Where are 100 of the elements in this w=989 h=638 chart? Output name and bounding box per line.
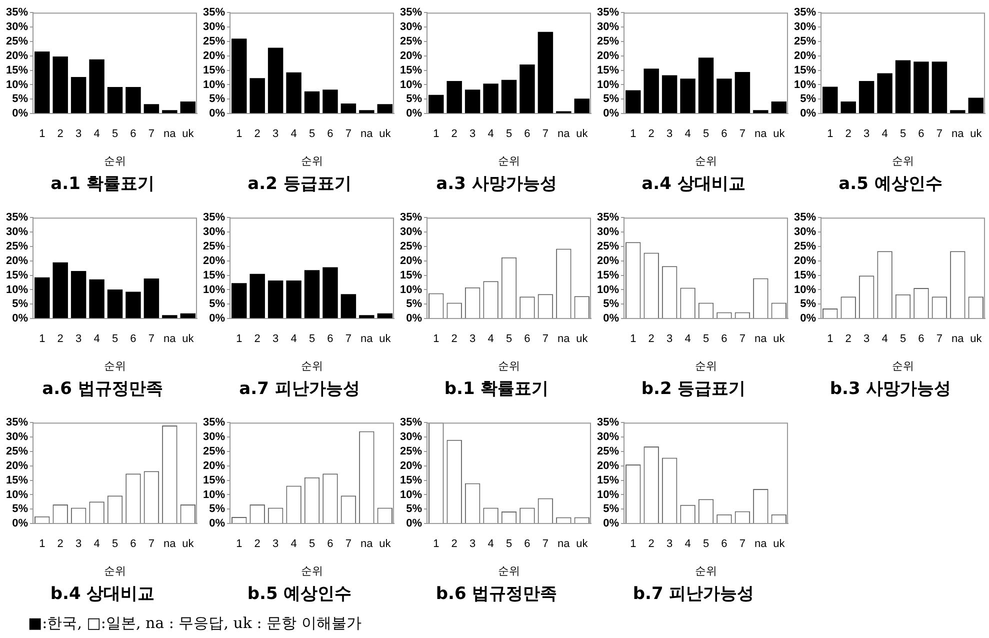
- y-tick-label: 20%: [794, 254, 816, 267]
- y-tick-label: 5%: [12, 93, 28, 106]
- x-tick-label: 3: [666, 538, 673, 550]
- x-axis-title: 순위: [498, 155, 520, 168]
- x-tick-label: 6: [721, 333, 728, 346]
- x-tick-label: 3: [470, 333, 476, 346]
- x-tick-label: 5: [506, 333, 512, 346]
- x-tick-label: 6: [721, 128, 728, 140]
- x-tick-label: 3: [272, 128, 279, 140]
- x-tick-label: na: [754, 128, 768, 140]
- x-tick-label: uk: [182, 333, 194, 346]
- x-tick-label: uk: [970, 128, 982, 140]
- y-tick-label: 25%: [202, 445, 226, 458]
- x-tick-label: 3: [272, 333, 279, 346]
- y-tick-label: 35%: [794, 6, 816, 19]
- x-tick-label: na: [164, 538, 177, 550]
- x-tick-label: 4: [94, 538, 100, 550]
- x-tick-label: 1: [827, 333, 834, 346]
- x-tick-label: 4: [488, 333, 494, 346]
- x-tick-label: 7: [936, 333, 943, 346]
- x-tick-label: 1: [433, 128, 440, 140]
- x-axis-title: 순위: [892, 360, 914, 372]
- x-tick-label: 5: [308, 538, 316, 550]
- y-tick-label: 35%: [6, 416, 28, 429]
- y-tick-label: 0%: [209, 312, 226, 325]
- x-tick-label: na: [558, 538, 571, 550]
- x-tick-label: na: [952, 333, 965, 346]
- x-tick-label: 6: [721, 538, 728, 550]
- y-tick-label: 30%: [202, 431, 226, 444]
- y-tick-label: 5%: [406, 298, 422, 310]
- y-tick-label: 30%: [400, 21, 422, 34]
- x-tick-label: uk: [379, 538, 392, 550]
- x-tick-label: 4: [94, 128, 100, 140]
- text: b.2 등급표기: [640, 378, 747, 400]
- x-tick-label: 7: [345, 538, 352, 550]
- y-tick-label: 25%: [794, 240, 816, 252]
- x-tick-label: 7: [542, 538, 549, 550]
- x-tick-label: 1: [433, 538, 440, 550]
- x-tick-label: 5: [702, 128, 710, 140]
- x-tick-label: 4: [684, 333, 691, 346]
- x-axis-title: 순위: [104, 360, 126, 372]
- y-tick-label: 15%: [202, 474, 226, 486]
- x-tick-label: 2: [254, 128, 260, 140]
- x-tick-label: uk: [379, 333, 392, 346]
- y-tick-label: 15%: [596, 269, 620, 282]
- x-tick-label: 2: [254, 538, 260, 550]
- x-tick-label: 4: [882, 333, 888, 346]
- x-tick-label: 6: [918, 128, 924, 140]
- x-tick-label: 5: [112, 128, 118, 140]
- y-tick-label: 20%: [202, 50, 226, 62]
- x-tick-label: 3: [272, 538, 279, 550]
- x-tick-label: 2: [845, 333, 852, 346]
- x-axis-title: 순위: [301, 360, 324, 372]
- y-tick-label: 10%: [794, 284, 816, 296]
- y-tick-label: 0%: [603, 312, 620, 325]
- y-tick-label: 20%: [794, 50, 816, 62]
- y-tick-label: 25%: [400, 445, 422, 458]
- y-tick-label: 20%: [596, 254, 620, 267]
- x-tick-label: 1: [236, 333, 242, 346]
- x-tick-label: 1: [630, 128, 636, 140]
- x-tick-label: 2: [57, 128, 64, 140]
- x-tick-label: 3: [76, 128, 82, 140]
- x-tick-label: 7: [148, 333, 155, 346]
- y-tick-label: 5%: [209, 503, 226, 516]
- x-tick-label: 3: [470, 128, 476, 140]
- x-tick-label: 2: [845, 128, 852, 140]
- y-tick-label: 35%: [596, 416, 620, 429]
- y-tick-label: 10%: [400, 78, 422, 91]
- y-tick-label: 30%: [400, 226, 422, 238]
- x-tick-label: uk: [379, 128, 392, 140]
- text: b.6 법규정만족: [434, 583, 558, 605]
- text: b.1 확률표기: [443, 378, 550, 400]
- y-tick-label: 0%: [406, 312, 422, 325]
- y-tick-label: 30%: [400, 431, 422, 444]
- y-tick-label: 20%: [6, 50, 28, 62]
- text: a.5 예상인수: [838, 173, 944, 195]
- x-axis-title: 순위: [301, 155, 324, 168]
- y-tick-label: 25%: [794, 35, 816, 48]
- y-tick-label: 35%: [400, 6, 422, 19]
- text: b.3 사망가능성: [828, 378, 952, 400]
- x-tick-label: 5: [506, 538, 512, 550]
- y-tick-label: 15%: [794, 64, 816, 76]
- y-tick-label: 0%: [406, 518, 422, 530]
- y-tick-label: 0%: [12, 312, 28, 325]
- x-tick-label: 7: [542, 333, 549, 346]
- x-tick-label: 6: [524, 333, 530, 346]
- x-tick-label: 2: [648, 128, 654, 140]
- y-tick-label: 10%: [596, 284, 620, 296]
- y-tick-label: 5%: [603, 93, 620, 106]
- x-tick-label: uk: [970, 333, 982, 346]
- y-tick-label: 10%: [6, 284, 28, 296]
- y-tick-label: 35%: [6, 6, 28, 19]
- x-tick-label: 5: [702, 538, 710, 550]
- y-tick-label: 20%: [202, 460, 226, 472]
- y-tick-label: 10%: [202, 488, 226, 501]
- x-tick-label: 4: [290, 538, 297, 550]
- x-tick-label: 3: [864, 128, 870, 140]
- x-tick-label: 3: [864, 333, 870, 346]
- x-tick-label: 5: [702, 333, 710, 346]
- x-tick-label: 2: [451, 128, 458, 140]
